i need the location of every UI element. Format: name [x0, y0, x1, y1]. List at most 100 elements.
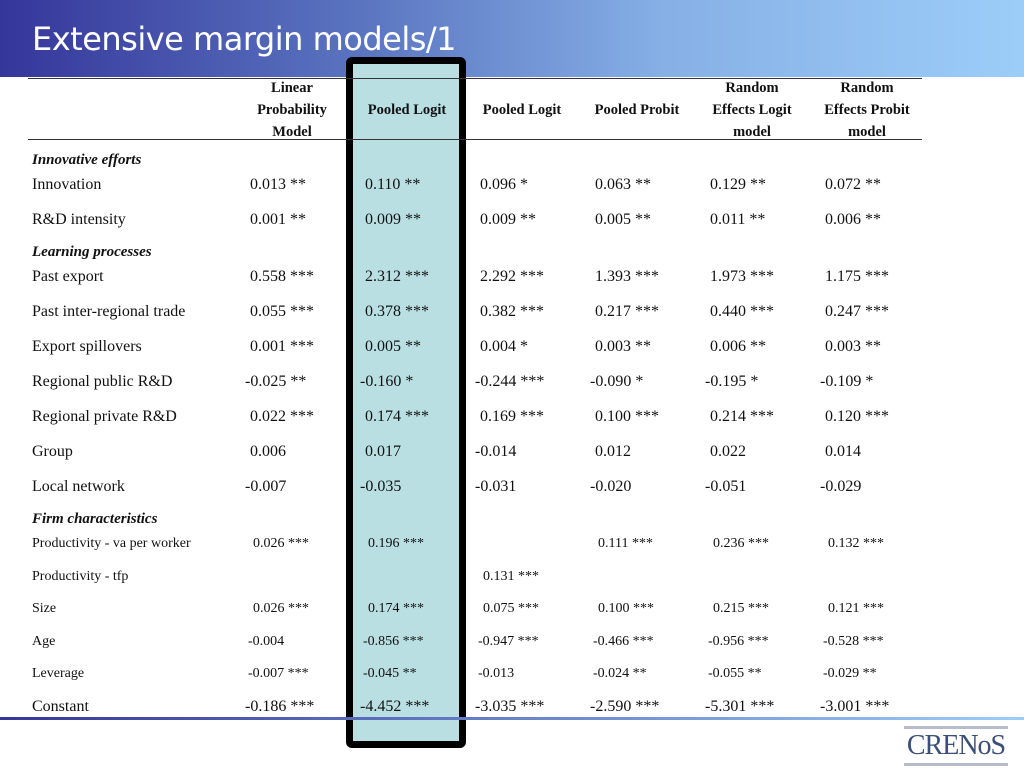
- table-cell: -0.466 ***: [593, 634, 654, 649]
- table-cell: 0.009 **: [365, 211, 421, 228]
- table-cell: 1.973 ***: [710, 268, 774, 285]
- table-cell: 0.247 ***: [825, 303, 889, 320]
- table-cell: 0.100 ***: [595, 408, 659, 425]
- table-cell: 0.110 **: [365, 176, 421, 193]
- table-cell: 2.312 ***: [365, 268, 429, 285]
- table-cell: 0.014: [825, 443, 861, 460]
- table-cell: 0.558 ***: [250, 268, 314, 285]
- table-cell: 0.063 **: [595, 176, 651, 193]
- slide-title: Extensive margin models/1: [32, 20, 457, 58]
- table-cell: -0.109 *: [820, 373, 874, 390]
- row-label: Past inter-regional trade: [32, 303, 186, 320]
- crenos-logo: CRENoS: [900, 724, 1012, 766]
- table-cell: 0.022: [710, 443, 746, 460]
- table-cell: 0.001 ***: [250, 338, 314, 355]
- table-cell: 0.006 **: [710, 338, 766, 355]
- table-cell: -0.055 **: [708, 666, 762, 681]
- table-cell: 1.393 ***: [595, 268, 659, 285]
- title-band: [0, 0, 1024, 77]
- table-cell: -0.025 **: [245, 373, 307, 390]
- table-cell: -0.035: [360, 478, 402, 495]
- table-cell: 0.131 ***: [483, 569, 539, 584]
- table-cell: 0.378 ***: [365, 303, 429, 320]
- table-cell: -0.856 ***: [363, 634, 424, 649]
- row-label: Age: [32, 634, 56, 649]
- header-bottom-rule: [28, 139, 922, 140]
- table-cell: 0.382 ***: [480, 303, 544, 320]
- table-cell: -0.020: [590, 478, 632, 495]
- table-cell: -0.528 ***: [823, 634, 884, 649]
- header-top-rule: [28, 78, 922, 79]
- row-label: Productivity - tfp: [32, 569, 129, 584]
- row-label: R&D intensity: [32, 211, 126, 228]
- table-cell: -0.090 *: [590, 373, 644, 390]
- table-cell: -0.004: [248, 634, 285, 649]
- table-cell: -0.160 *: [360, 373, 414, 390]
- table-cell: 0.132 ***: [828, 536, 884, 551]
- column-header: Linear Probability Model: [257, 80, 327, 140]
- column-header: Pooled Logit: [482, 102, 562, 118]
- row-label: Size: [32, 601, 57, 616]
- table-cell: 0.174 ***: [368, 601, 424, 616]
- table-cell: 0.236 ***: [713, 536, 769, 551]
- table-cell: 0.022 ***: [250, 408, 314, 425]
- table-cell: 0.003 **: [595, 338, 651, 355]
- table-cell: -0.007: [245, 478, 287, 495]
- row-label: Local network: [32, 478, 125, 495]
- row-label: Productivity - va per worker: [32, 536, 191, 551]
- column-header: Random Effects Logit model: [712, 80, 792, 140]
- table-cell: -5.301 ***: [705, 698, 775, 715]
- table-cell: 1.175 ***: [825, 268, 889, 285]
- table-cell: -0.051: [705, 478, 747, 495]
- table-cell: -0.244 ***: [475, 373, 545, 390]
- table-cell: 0.003 **: [825, 338, 881, 355]
- table-cell: -2.590 ***: [590, 698, 660, 715]
- table-cell: 0.006: [250, 443, 286, 460]
- row-label: Leverage: [32, 666, 85, 681]
- table-cell: -4.452 ***: [360, 698, 430, 715]
- row-label: Regional private R&D: [32, 408, 177, 425]
- table-cell: -0.014: [475, 443, 517, 460]
- section-header: Learning processes: [32, 244, 152, 260]
- table-cell: -0.013: [478, 666, 515, 681]
- table-cell: -0.029 **: [823, 666, 877, 681]
- row-label: Innovation: [32, 176, 102, 193]
- table-cell: 0.005 **: [595, 211, 651, 228]
- table-cell: 0.100 ***: [598, 601, 654, 616]
- table-cell: -0.024 **: [593, 666, 647, 681]
- table-cell: -0.195 *: [705, 373, 759, 390]
- table-cell: 0.215 ***: [713, 601, 769, 616]
- highlight-box: [346, 57, 466, 748]
- table-cell: 0.013 **: [250, 176, 306, 193]
- row-label: Export spillovers: [32, 338, 142, 355]
- table-cell: -0.031: [475, 478, 517, 495]
- section-header: Firm characteristics: [32, 511, 158, 527]
- row-label: Regional public R&D: [32, 373, 173, 390]
- section-header: Innovative efforts: [32, 152, 142, 168]
- table-cell: 0.009 **: [480, 211, 536, 228]
- footer-band: [0, 717, 1024, 720]
- table-cell: -0.947 ***: [478, 634, 539, 649]
- table-cell: 0.006 **: [825, 211, 881, 228]
- table-cell: 0.121 ***: [828, 601, 884, 616]
- table-cell: 0.111 ***: [598, 536, 653, 551]
- table-cell: -3.035 ***: [475, 698, 545, 715]
- table-cell: -0.045 **: [363, 666, 417, 681]
- table-cell: 0.120 ***: [825, 408, 889, 425]
- table-cell: -0.956 ***: [708, 634, 769, 649]
- table-cell: 0.005 **: [365, 338, 421, 355]
- table-cell: 0.096 *: [480, 176, 528, 193]
- table-cell: 0.217 ***: [595, 303, 659, 320]
- table-cell: 0.214 ***: [710, 408, 774, 425]
- column-header: Pooled Logit: [367, 102, 447, 118]
- table-cell: -0.029: [820, 478, 862, 495]
- table-cell: 0.026 ***: [253, 601, 309, 616]
- table-cell: -0.186 ***: [245, 698, 315, 715]
- table-cell: 0.001 **: [250, 211, 306, 228]
- row-label: Constant: [32, 698, 89, 715]
- table-cell: 0.026 ***: [253, 536, 309, 551]
- table-cell: 0.012: [595, 443, 631, 460]
- table-cell: 0.017: [365, 443, 401, 460]
- table-cell: 0.174 ***: [365, 408, 429, 425]
- table-cell: 0.055 ***: [250, 303, 314, 320]
